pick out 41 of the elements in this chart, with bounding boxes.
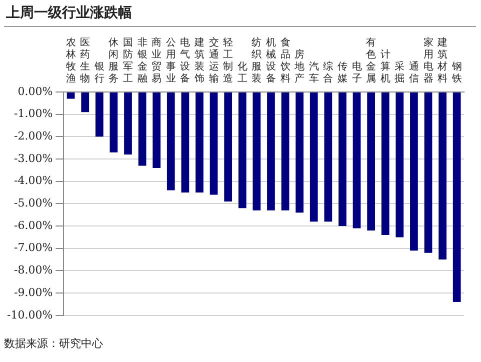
x-tick-label: 纺织服装 (252, 36, 262, 85)
x-tick-label: 商业贸易 (152, 36, 162, 85)
y-tick-label: -10.00% (6, 308, 53, 322)
chart-title: 上周一级行业涨跌幅 (6, 4, 132, 22)
x-tick-label: 机械设备 (266, 36, 276, 85)
x-tick-label: 非银金融 (136, 36, 148, 85)
x-tick-label: 轻工制造 (223, 36, 234, 85)
y-tick-label: -7.00% (14, 241, 53, 254)
x-tick-label: 建筑材料 (436, 36, 448, 85)
x-tick-label: 电气设备 (180, 36, 190, 85)
y-tick-label: -6.00% (14, 218, 53, 232)
x-tick-label: 食品饮料 (279, 36, 290, 85)
x-tick-label: 有色金属 (366, 36, 376, 85)
x-tick-label: 农林牧渔 (64, 38, 76, 85)
y-tick-label: 0.00% (18, 84, 53, 98)
x-tick-label: 家用电器 (423, 36, 434, 85)
y-tick-label: -9.00% (14, 286, 53, 299)
x-tick-label: 国防军工 (123, 38, 133, 85)
x-tick-label: 化工 (237, 60, 248, 85)
y-tick-label: -4.00% (14, 174, 53, 188)
x-tick-label: 建筑装饰 (193, 36, 204, 85)
x-tick-label: 电子 (352, 60, 362, 85)
y-tick-label: -1.00% (14, 107, 53, 120)
y-tick-label: -8.00% (14, 264, 53, 277)
x-tick-label: 房地产 (294, 48, 305, 85)
x-tick-label: 银行 (93, 62, 104, 85)
x-tick-label: 公用事业 (166, 36, 176, 85)
x-tick-label: 计算机 (380, 48, 390, 85)
x-tick-label: 钢铁 (450, 62, 462, 85)
x-tick-label: 医药生物 (80, 38, 90, 85)
source-note: 数据来源：研究中心 (4, 336, 103, 351)
x-tick-label: 汽车 (308, 60, 319, 85)
x-tick-label: 通信 (408, 60, 419, 85)
x-tick-label: 交通运输 (208, 36, 219, 85)
x-tick-label: 采掘 (394, 60, 405, 85)
x-tick-label: 休闲服务 (108, 38, 119, 85)
y-tick-label: -2.00% (14, 130, 53, 143)
x-tick-label: 综合 (323, 60, 334, 85)
y-tick-label: -5.00% (14, 196, 53, 210)
y-tick-label: -3.00% (14, 152, 53, 165)
x-tick-label: 传媒 (337, 62, 348, 85)
